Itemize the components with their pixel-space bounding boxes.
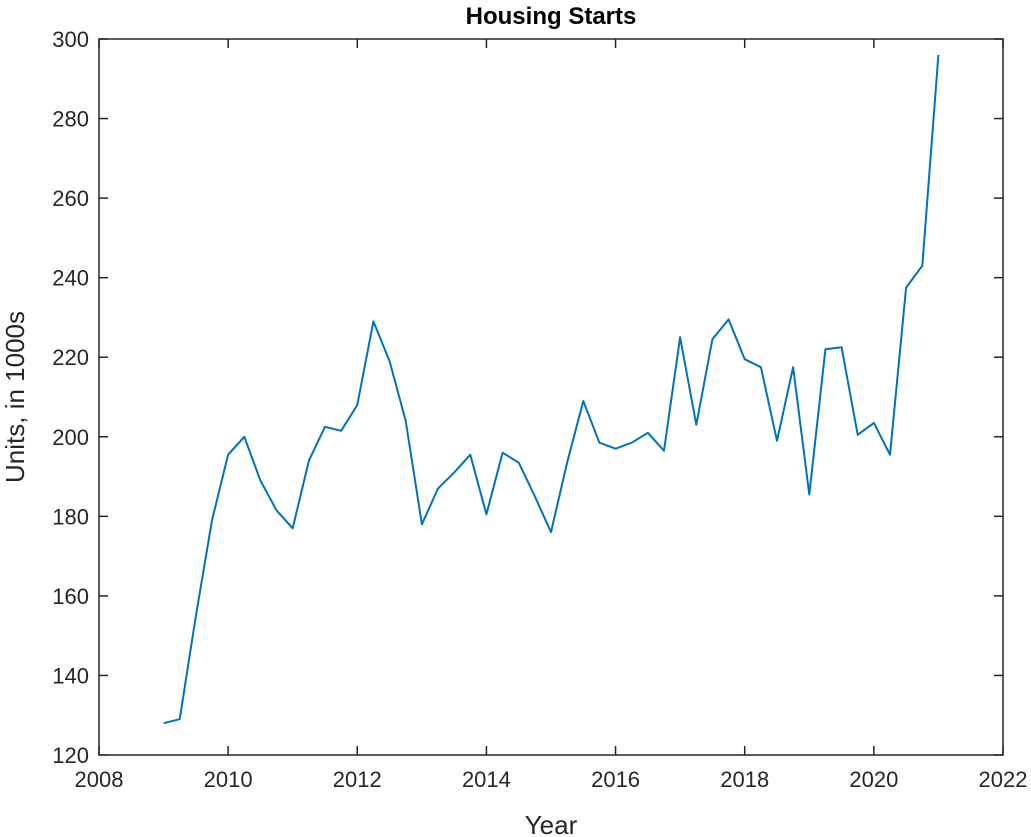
axes-box [98,38,1004,756]
x-tick-label: 2020 [849,767,898,792]
x-tick-label: 2018 [720,767,769,792]
y-tick-label: 220 [52,345,89,370]
tick-marks [98,38,1004,756]
x-tick-label: 2012 [333,767,382,792]
y-tick-label: 300 [52,27,89,52]
x-tick-label: 2008 [75,767,124,792]
y-tick-labels: 120 140 160 180 200 220 240 260 280 300 [52,27,89,768]
x-axis-label: Year [525,810,578,837]
y-tick-label: 200 [52,425,89,450]
y-tick-label: 260 [52,186,89,211]
y-tick-label: 120 [52,743,89,768]
y-axis-label: Units, in 1000s [0,311,30,483]
y-tick-label: 160 [52,584,89,609]
plot-area [98,38,1004,756]
chart-title: Housing Starts [466,3,637,30]
x-tick-label: 2016 [591,767,640,792]
series-line [163,54,940,725]
y-tick-label: 280 [52,107,89,132]
y-tick-label: 180 [52,504,89,529]
x-tick-label: 2014 [462,767,511,792]
y-tick-label: 140 [52,663,89,688]
y-tick-label: 240 [52,266,89,291]
x-tick-label: 2010 [204,767,253,792]
x-tick-labels: 2008 2010 2012 2014 2016 2018 2020 2022 [75,767,1028,792]
x-tick-label: 2022 [979,767,1028,792]
